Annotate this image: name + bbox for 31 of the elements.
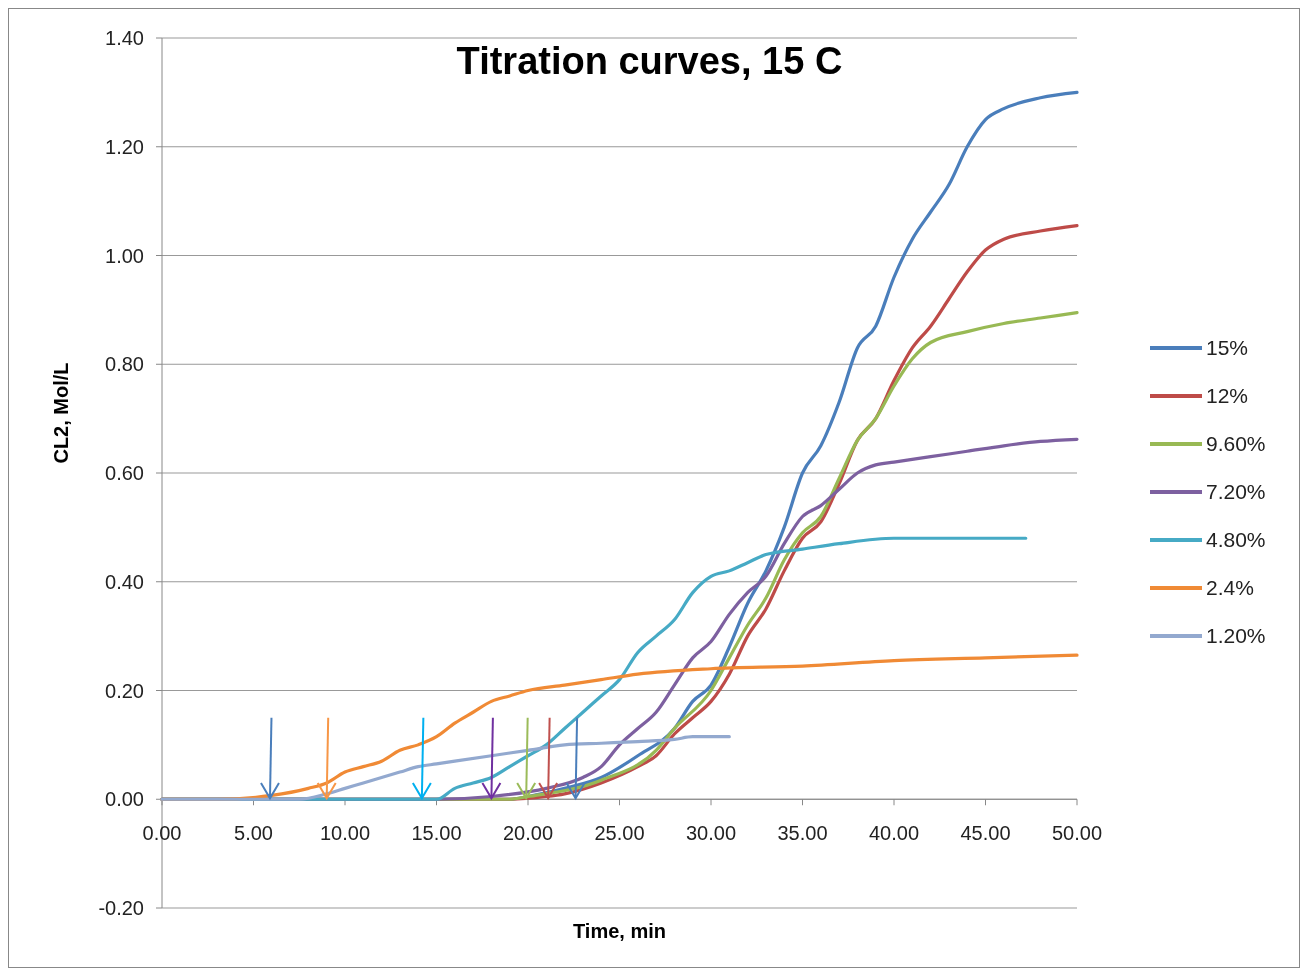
y-tick-label: 0.20 [105,679,144,702]
y-tick-label: 1.00 [105,244,144,267]
y-tick-label: 0.00 [105,788,144,811]
y-tick-label: 1.40 [105,27,144,49]
legend-label: 9.60% [1206,432,1266,456]
legend-label: 4.80% [1206,528,1266,552]
x-tick-label: 45.00 [960,822,1011,845]
x-tick-label: 10.00 [319,822,371,845]
x-axis-title: Time, min [573,920,666,942]
y-tick-label: 1.20 [105,135,144,158]
x-tick-label: 30.00 [685,822,737,845]
legend-label: 15% [1206,336,1249,360]
x-tick-label: 50.00 [1051,822,1103,845]
legend-label: 1.20% [1206,624,1266,648]
legend-label: 7.20% [1206,480,1266,504]
legend-label: 2.4% [1206,576,1254,600]
y-tick-label: -0.20 [98,897,144,919]
y-axis-title: CL2, Mol/L [50,362,72,464]
x-tick-label: 5.00 [234,822,273,845]
y-tick-label: 0.80 [105,353,144,376]
legend-label: 12% [1206,384,1249,408]
line-series [160,735,731,801]
x-tick-label: 35.00 [777,822,828,845]
x-tick-label: 20.00 [502,822,554,845]
x-tick-label: 0.00 [142,822,182,845]
y-tick-label: 0.60 [105,462,144,484]
chart-title: Titration curves, 15 C [456,40,843,82]
y-tick-label: 0.40 [105,570,144,593]
x-tick-label: 15.00 [411,822,462,845]
x-tick-label: 25.00 [594,822,645,845]
x-tick-label: 40.00 [868,822,920,845]
